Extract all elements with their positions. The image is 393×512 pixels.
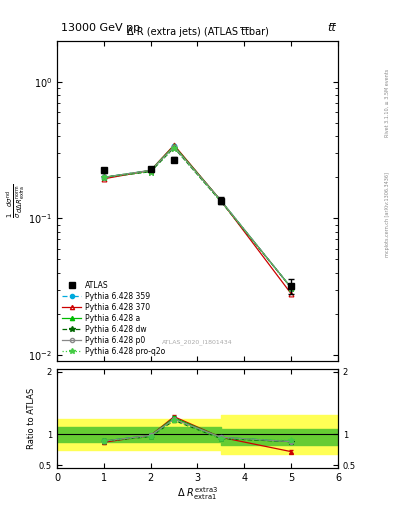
Text: Rivet 3.1.10, ≥ 3.5M events: Rivet 3.1.10, ≥ 3.5M events	[385, 68, 389, 137]
Legend: ATLAS, Pythia 6.428 359, Pythia 6.428 370, Pythia 6.428 a, Pythia 6.428 dw, Pyth: ATLAS, Pythia 6.428 359, Pythia 6.428 37…	[61, 280, 167, 357]
Y-axis label: $\frac{1}{\sigma}\frac{d\sigma^{\rm nd}}{d\Delta R_{\rm extra}^{\rm norm}}$: $\frac{1}{\sigma}\frac{d\sigma^{\rm nd}}…	[4, 184, 27, 218]
X-axis label: $\Delta\ R^{\rm extra3}_{\rm extra1}$: $\Delta\ R^{\rm extra3}_{\rm extra1}$	[177, 485, 218, 502]
Text: tt̅: tt̅	[327, 23, 336, 33]
Title: Δ R (extra jets) (ATLAS t̅t̅bar): Δ R (extra jets) (ATLAS t̅t̅bar)	[127, 28, 268, 37]
Text: ATLAS_2020_I1801434: ATLAS_2020_I1801434	[162, 339, 233, 345]
Text: mcplots.cern.ch [arXiv:1306.3436]: mcplots.cern.ch [arXiv:1306.3436]	[385, 173, 389, 258]
Text: 13000 GeV pp: 13000 GeV pp	[61, 23, 140, 33]
Y-axis label: Ratio to ATLAS: Ratio to ATLAS	[27, 388, 36, 449]
